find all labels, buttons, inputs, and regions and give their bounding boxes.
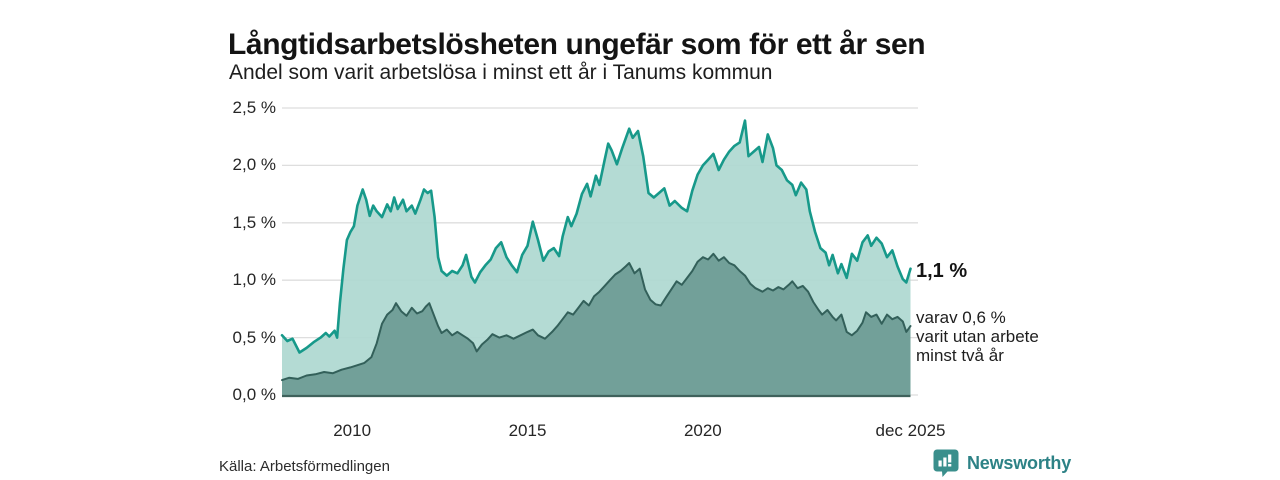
chart-subtitle: Andel som varit arbetslösa i minst ett å… bbox=[229, 61, 773, 84]
y-axis-tick-label: 2,5 % bbox=[232, 98, 276, 117]
brand-name: Newsworthy bbox=[967, 453, 1072, 473]
y-axis-tick-label: 1,5 % bbox=[232, 212, 276, 232]
y-axis-tick-label: 0,5 % bbox=[232, 327, 276, 347]
newsworthy-logo-icon bbox=[933, 449, 960, 478]
y-axis-tick-label: 0,0 % bbox=[232, 385, 276, 404]
x-axis-tick-label: 2010 bbox=[333, 421, 372, 440]
brand-lockup: Newsworthy bbox=[933, 449, 1071, 478]
chart-title: Långtidsarbetslösheten ungefär som för e… bbox=[228, 28, 926, 62]
end-value-label: 1,1 % bbox=[916, 260, 968, 282]
x-axis-tick-label: 2015 bbox=[508, 421, 547, 440]
end-note-label: varav 0,6 % varit utan arbete minst två … bbox=[916, 308, 1039, 365]
y-axis-tick-label: 1,0 % bbox=[232, 270, 276, 290]
source-note: Källa: Arbetsförmedlingen bbox=[219, 458, 390, 475]
x-axis-tick-label: 2020 bbox=[683, 421, 722, 440]
x-axis-tick-label: dec 2025 bbox=[875, 421, 946, 440]
y-axis-tick-label: 2,0 % bbox=[232, 155, 276, 175]
